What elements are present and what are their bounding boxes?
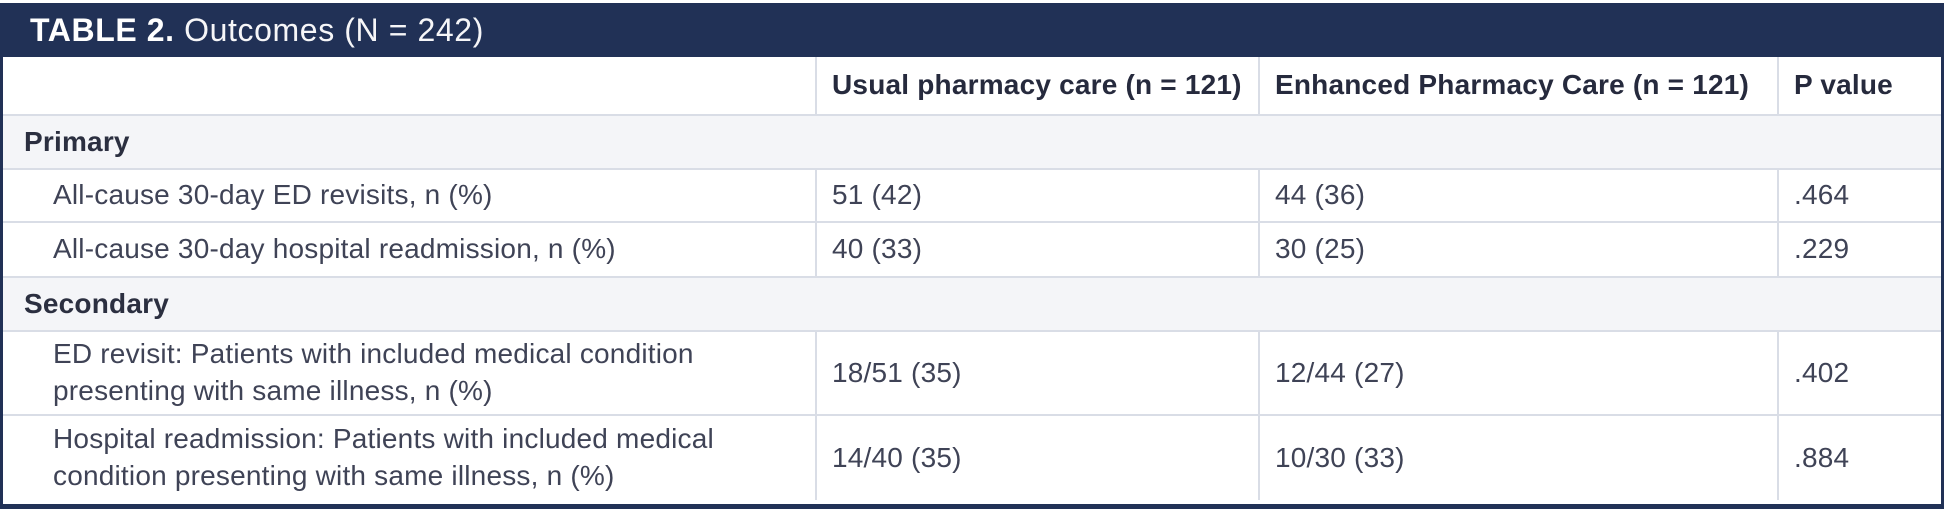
p-value: .464	[1777, 170, 1941, 221]
usual-care-value: 40 (33)	[815, 223, 1258, 276]
header-cell-p-value: P value	[1777, 57, 1941, 114]
section-label: Secondary	[24, 288, 169, 319]
section-label: Primary	[24, 126, 130, 157]
outcomes-table: TABLE 2. Outcomes (N = 242) Usual pharma…	[0, 3, 1944, 509]
header-cell-empty	[3, 57, 815, 114]
usual-care-value: 18/51 (35)	[815, 332, 1258, 414]
usual-care-value: 51 (42)	[815, 170, 1258, 221]
row-label: ED revisit: Patients with included medic…	[53, 338, 694, 406]
p-value: .884	[1777, 416, 1941, 500]
enhanced-care-value: 10/30 (33)	[1258, 416, 1777, 500]
table-title: Outcomes (N = 242)	[174, 11, 484, 48]
row-label: All-cause 30-day ED revisits, n (%)	[53, 179, 493, 211]
header-cell-usual-care: Usual pharmacy care (n = 121)	[815, 57, 1258, 114]
p-value: .229	[1777, 223, 1941, 276]
row-label: All-cause 30-day hospital readmission, n…	[53, 233, 616, 265]
table-number: TABLE 2.	[30, 11, 175, 48]
section-row-secondary: Secondary	[3, 278, 1941, 332]
section-row-primary: Primary	[3, 116, 1941, 170]
column-header-row: Usual pharmacy care (n = 121) Enhanced P…	[3, 57, 1941, 116]
usual-care-value: 14/40 (35)	[815, 416, 1258, 500]
enhanced-care-value: 30 (25)	[1258, 223, 1777, 276]
table-row: Hospital readmission: Patients with incl…	[3, 416, 1941, 500]
table-row: ED revisit: Patients with included medic…	[3, 332, 1941, 416]
enhanced-care-value: 12/44 (27)	[1258, 332, 1777, 414]
enhanced-care-value: 44 (36)	[1258, 170, 1777, 221]
header-cell-enhanced-care: Enhanced Pharmacy Care (n = 121)	[1258, 57, 1777, 114]
table-row: All-cause 30-day hospital readmission, n…	[3, 223, 1941, 278]
table-row: All-cause 30-day ED revisits, n (%) 51 (…	[3, 170, 1941, 223]
row-label: Hospital readmission: Patients with incl…	[53, 423, 714, 491]
p-value: .402	[1777, 332, 1941, 414]
table-title-bar: TABLE 2. Outcomes (N = 242)	[3, 3, 1941, 57]
